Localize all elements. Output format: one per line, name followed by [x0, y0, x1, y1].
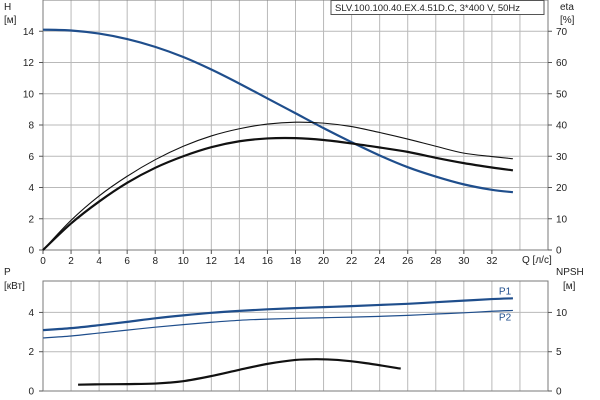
- power-npsh-grid: [43, 281, 548, 391]
- x-tick-label: 22: [346, 256, 358, 267]
- power-p2-curve: [42, 309, 513, 339]
- efficiency-tick-label: 50: [556, 89, 568, 100]
- series-label-p2: P2: [499, 312, 512, 323]
- head-axis-label: H: [4, 2, 11, 13]
- head-axis-unit: [м]: [4, 15, 17, 26]
- efficiency-tick-label: 20: [556, 183, 568, 194]
- x-tick-label: 12: [206, 256, 218, 267]
- npsh-tick-label: 10: [556, 308, 568, 319]
- power-tick-label: 0: [28, 387, 34, 398]
- power-npsh-series: P1 P2: [42, 286, 513, 386]
- efficiency-tick-label: 70: [556, 27, 568, 38]
- x-tick-label: 30: [458, 256, 470, 267]
- npsh-axis-unit: [м]: [563, 281, 576, 292]
- head-tick-label: 8: [28, 121, 34, 132]
- x-tick-label: 6: [124, 256, 130, 267]
- efficiency-tick-label: 0: [556, 246, 562, 257]
- npsh-axis-label: NPSH: [556, 267, 584, 278]
- efficiency-tick-label: 40: [556, 121, 568, 132]
- efficiency-curve-pump: [42, 121, 513, 251]
- efficiency-tick-label: 10: [556, 214, 568, 225]
- x-tick-label: 8: [152, 256, 158, 267]
- head-tick-label: 10: [23, 89, 35, 100]
- head-tick-label: 12: [23, 58, 35, 69]
- efficiency-curve-total: [42, 136, 514, 251]
- power-npsh-panel: 0 2 4 0 5 10 P1 P2 P [кВт] NPSH [м]: [4, 267, 584, 398]
- x-tick-label: 32: [486, 256, 498, 267]
- head-tick-label: 6: [28, 152, 34, 163]
- x-tick-label: 24: [374, 256, 386, 267]
- efficiency-axis-unit: [%]: [560, 15, 575, 26]
- head-tick-label: 14: [23, 27, 35, 38]
- chart-title-box: [330, 0, 545, 15]
- head-efficiency-grid: [43, 0, 548, 250]
- x-tick-label: 26: [402, 256, 414, 267]
- x-tick-label: 10: [178, 256, 190, 267]
- x-tick-label: 16: [262, 256, 274, 267]
- power-axis-unit: [кВт]: [4, 281, 25, 292]
- head-tick-label: 4: [28, 183, 34, 194]
- npsh-tick-label: 5: [556, 347, 562, 358]
- efficiency-axis-label: eta: [560, 2, 574, 13]
- power-tick-label: 2: [28, 347, 34, 358]
- power-p1-curve: [42, 297, 513, 332]
- power-npsh-plot-frame: [42, 280, 549, 392]
- x-tick-label: 20: [318, 256, 330, 267]
- head-curve: [42, 28, 514, 194]
- power-axis-label: P: [4, 267, 11, 278]
- head-efficiency-panel: 0 2 4 6 8 10 12 14 16 18 20 22 24 26 28 30 3202468101214…: [4, 0, 575, 267]
- flow-axis-label: Q [л/с]: [522, 255, 552, 266]
- x-tick-label: 4: [96, 256, 102, 267]
- efficiency-tick-label: 60: [556, 58, 568, 69]
- head-tick-label: 2: [28, 214, 34, 225]
- x-tick-label: 14: [234, 256, 246, 267]
- efficiency-tick-label: 30: [556, 152, 568, 163]
- head-tick-label: 0: [28, 246, 34, 257]
- power-npsh-ticks: 0 2 4 0 5 10: [28, 308, 567, 398]
- series-label-p1: P1: [499, 286, 512, 297]
- head-efficiency-series: [42, 28, 514, 251]
- npsh-curve: [78, 358, 401, 386]
- chart-title: SLV.100.100.40.EX.4.51D.C, 3*400 V, 50Hz: [335, 3, 520, 14]
- x-tick-label: 0: [40, 256, 46, 267]
- x-tick-label: 18: [290, 256, 302, 267]
- x-tick-label: 2: [68, 256, 74, 267]
- npsh-tick-label: 0: [556, 387, 562, 398]
- power-tick-label: 4: [28, 308, 34, 319]
- x-tick-label: 28: [430, 256, 442, 267]
- head-efficiency-ticks: 0 2 4 6 8 10 12 14 16 18 20 22 24 26 28 30 3202468101214…: [23, 27, 568, 267]
